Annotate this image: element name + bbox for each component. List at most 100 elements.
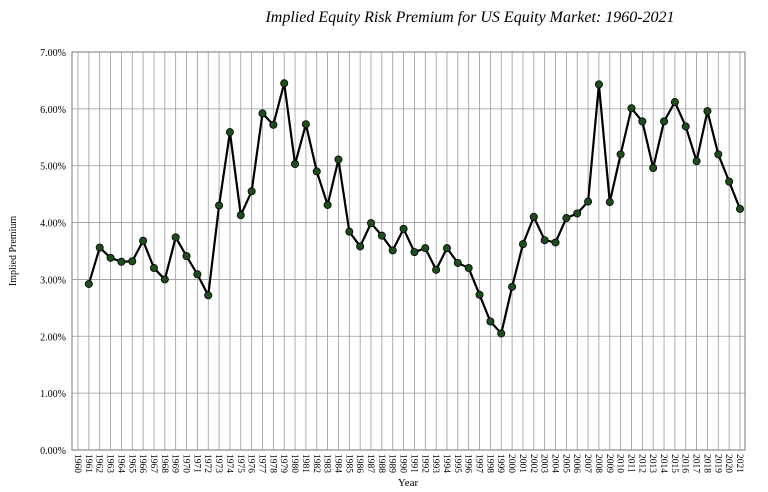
- y-tick-label: 3.00%: [40, 275, 66, 286]
- data-point: [193, 270, 202, 279]
- x-tick-label: 2010: [615, 454, 625, 473]
- data-point: [681, 122, 690, 131]
- x-tick-label: 1981: [300, 454, 310, 473]
- x-tick-label: 1994: [441, 454, 451, 473]
- x-tick-label: 1980: [289, 454, 299, 473]
- x-tick-label: 1986: [354, 454, 364, 473]
- data-point: [692, 157, 701, 166]
- data-point: [367, 219, 376, 228]
- data-point: [573, 209, 582, 218]
- data-point: [356, 242, 365, 251]
- x-tick-label: 1979: [278, 454, 288, 473]
- data-point: [551, 238, 560, 247]
- data-point: [605, 198, 614, 207]
- x-tick-label: 1989: [387, 454, 397, 473]
- x-tick-label: 1963: [105, 454, 115, 473]
- data-point: [562, 214, 571, 223]
- data-point: [584, 197, 593, 206]
- x-tick-label: 2015: [669, 454, 679, 473]
- data-point: [703, 107, 712, 116]
- x-tick-label: 2021: [734, 454, 744, 473]
- x-tick-label: 2018: [701, 454, 711, 473]
- y-tick-label: 6.00%: [40, 105, 66, 116]
- x-tick-label: 1968: [159, 454, 169, 473]
- data-point: [399, 224, 408, 233]
- data-point: [442, 244, 451, 253]
- x-tick-label: 2004: [550, 454, 560, 473]
- x-tick-label: 1974: [224, 454, 234, 473]
- x-tick-label: 1993: [430, 454, 440, 473]
- x-tick-label: 1971: [191, 454, 201, 473]
- x-tick-label: 1999: [495, 454, 505, 473]
- data-point: [334, 155, 343, 164]
- data-point: [594, 80, 603, 89]
- x-tick-label: 2005: [560, 454, 570, 473]
- x-tick-label: 2002: [528, 454, 538, 473]
- x-tick-label: 1978: [267, 454, 277, 473]
- y-tick-label: 5.00%: [40, 162, 66, 173]
- x-tick-label: 1983: [322, 454, 332, 473]
- data-point: [95, 243, 104, 252]
- data-point: [432, 265, 441, 274]
- data-point: [638, 117, 647, 126]
- data-point: [247, 187, 256, 196]
- x-tick-label: 1966: [137, 454, 147, 473]
- y-axis-label: Implied Premium: [8, 216, 19, 286]
- data-point: [529, 212, 538, 221]
- data-point: [388, 246, 397, 255]
- data-point: [725, 177, 734, 186]
- data-point: [160, 275, 169, 284]
- y-tick-label: 0.00%: [40, 446, 66, 457]
- x-tick-label: 1991: [408, 454, 418, 473]
- y-tick-label: 2.00%: [40, 332, 66, 343]
- data-point: [215, 201, 224, 210]
- x-tick-label: 2001: [517, 454, 527, 473]
- data-point: [453, 258, 462, 267]
- data-point: [149, 264, 158, 273]
- x-tick-label: 1990: [398, 454, 408, 473]
- x-tick-label: 1967: [148, 454, 158, 473]
- data-point: [540, 236, 549, 245]
- x-tick-label: 1982: [311, 454, 321, 473]
- data-point: [106, 253, 115, 262]
- x-axis-label: Year: [398, 477, 419, 489]
- x-tick-label: 1970: [181, 454, 191, 473]
- data-point: [312, 167, 321, 176]
- y-tick-label: 7.00%: [40, 48, 66, 59]
- x-tick-label: 1965: [126, 454, 136, 473]
- x-tick-label: 1992: [419, 454, 429, 473]
- x-tick-label: 1961: [83, 454, 93, 473]
- plot-frame: [71, 51, 746, 451]
- data-point: [421, 244, 430, 253]
- x-tick-label: 1969: [170, 454, 180, 473]
- y-tick-label: 1.00%: [40, 389, 66, 400]
- data-point: [117, 257, 126, 266]
- data-point: [128, 257, 137, 266]
- data-point: [377, 231, 386, 240]
- data-point: [616, 150, 625, 159]
- x-tick-label: 2007: [582, 454, 592, 473]
- x-tick-label: 1995: [452, 454, 462, 473]
- data-point: [497, 329, 506, 338]
- x-tick-label: 2011: [625, 454, 635, 473]
- x-tick-label: 1977: [256, 454, 266, 473]
- x-tick-label: 1987: [365, 454, 375, 473]
- x-tick-label: 2013: [647, 454, 657, 473]
- x-tick-label: 2019: [712, 454, 722, 473]
- data-point: [225, 128, 234, 137]
- data-point: [410, 248, 419, 257]
- x-tick-label: 1960: [72, 454, 82, 473]
- data-point: [269, 120, 278, 129]
- data-point: [518, 240, 527, 249]
- data-point: [84, 279, 93, 288]
- x-tick-label: 1962: [94, 454, 104, 473]
- data-point: [475, 290, 484, 299]
- x-tick-label: 1997: [474, 454, 484, 473]
- y-tick-label: 4.00%: [40, 219, 66, 230]
- x-tick-label: 1985: [343, 454, 353, 473]
- data-point: [345, 227, 354, 236]
- data-point: [736, 204, 745, 213]
- x-tick-label: 2000: [506, 454, 516, 473]
- data-point: [171, 233, 180, 242]
